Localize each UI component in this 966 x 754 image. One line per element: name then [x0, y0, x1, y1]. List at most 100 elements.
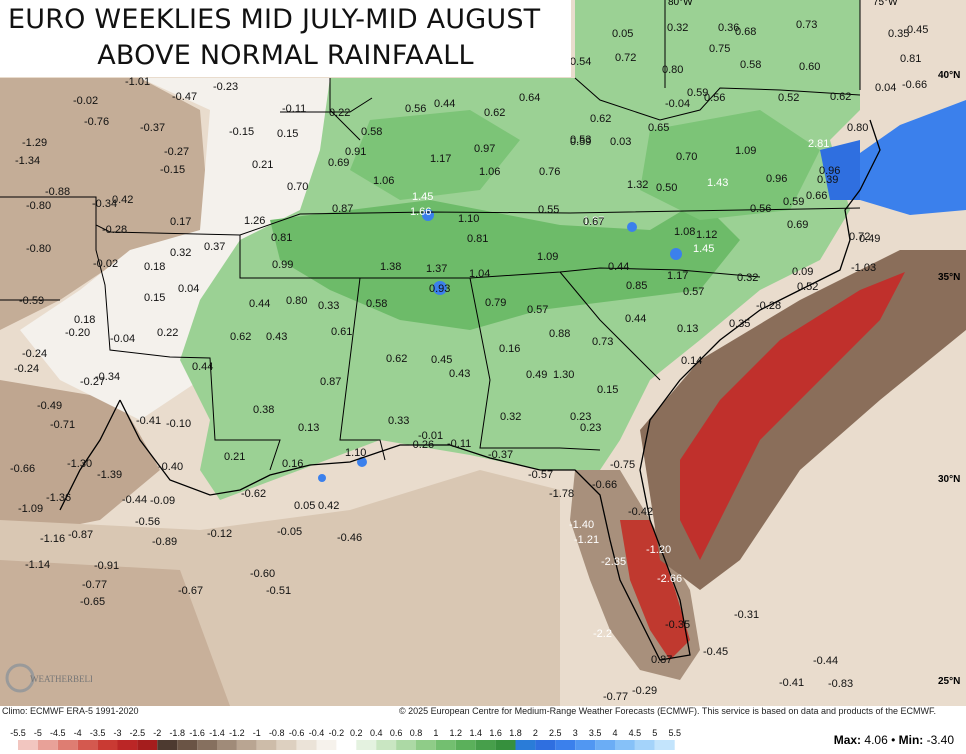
value-label: 0.45: [431, 354, 452, 366]
legend-tick-label: 0.6: [390, 728, 403, 738]
lat-label: 35°N: [938, 272, 960, 283]
value-label: 0.18: [144, 261, 165, 273]
legend-swatch: [634, 740, 655, 750]
value-label: -1.30: [67, 458, 92, 470]
value-label: -1.20: [646, 544, 671, 556]
value-label: -0.77: [82, 579, 107, 591]
value-label: 0.35: [729, 318, 750, 330]
value-label: 0.93: [429, 283, 450, 295]
legend-tick-label: 1.4: [469, 728, 482, 738]
value-label: -0.87: [68, 529, 93, 541]
value-label: 0.60: [799, 61, 820, 73]
legend-tick-label: -2.5: [130, 728, 146, 738]
value-label: 0.59: [687, 87, 708, 99]
value-label: 0.69: [328, 157, 349, 169]
latitude-labels: 40°N 35°N 30°N 25°N: [938, 70, 960, 687]
separator: •: [891, 733, 896, 747]
value-label: 2.81: [808, 138, 829, 150]
value-label: 0.23: [570, 411, 591, 423]
legend-tick-label: -2: [153, 728, 161, 738]
value-label: -1.16: [40, 533, 65, 545]
value-label: 0.32: [500, 411, 521, 423]
legend-tick-label: -0.8: [269, 728, 285, 738]
max-label: Max:: [833, 733, 862, 747]
legend-swatch: [37, 740, 58, 750]
value-label: -0.60: [250, 568, 275, 580]
value-label: 0.44: [192, 361, 213, 373]
value-label: -0.27: [80, 376, 105, 388]
value-label: 0.87: [651, 654, 672, 666]
value-label: 0.52: [778, 92, 799, 104]
value-label: 0.65: [648, 122, 669, 134]
legend-swatch: [455, 740, 476, 750]
value-label: -2.66: [657, 573, 682, 585]
atlantic-strong-dry-band: [680, 272, 905, 560]
value-label: -0.65: [80, 596, 105, 608]
value-label: -0.24: [14, 363, 39, 375]
weatherbell-logo: WEATHERBELL: [5, 663, 92, 693]
value-label: 0.44: [434, 98, 455, 110]
legend-swatch: [575, 740, 596, 750]
value-label: -0.29: [632, 685, 657, 697]
value-label: 1.09: [537, 251, 558, 263]
title-line-1: EURO WEEKLIES MID JULY-MID AUGUST: [8, 4, 541, 35]
value-label: 0.53: [570, 134, 591, 146]
value-label: -0.41: [136, 415, 161, 427]
value-label: -0.51: [266, 585, 291, 597]
coastline: [59, 119, 881, 661]
title-line-2: ABOVE NORMAL RAINFAALL: [97, 40, 474, 71]
value-label: 0.59: [783, 196, 804, 208]
legend-tick-label: -0.4: [309, 728, 325, 738]
value-label: -0.66: [902, 79, 927, 91]
legend-swatch: [475, 740, 496, 750]
legend-tick-label: 3: [573, 728, 578, 738]
value-label: 0.43: [266, 331, 287, 343]
value-label: -0.28: [102, 224, 127, 236]
value-label: 0.14: [681, 355, 702, 367]
wet-cell-ms: [357, 457, 367, 467]
value-label: -0.26: [409, 439, 434, 451]
value-label: -1.14: [25, 559, 50, 571]
value-label: -0.56: [135, 516, 160, 528]
value-label: 0.81: [271, 232, 292, 244]
value-label: 0.57: [683, 286, 704, 298]
value-label: -1.29: [22, 137, 47, 149]
legend-swatch: [356, 740, 377, 750]
value-label: 0.13: [298, 422, 319, 434]
value-label: -0.11: [282, 103, 306, 115]
value-label: -1.36: [46, 492, 71, 504]
value-label: -0.41: [779, 677, 804, 689]
value-label: 0.05: [294, 500, 315, 512]
value-label: 0.23: [580, 422, 601, 434]
value-label: 0.85: [626, 280, 647, 292]
value-label: 0.45: [907, 24, 928, 36]
value-label: 0.80: [662, 64, 683, 76]
value-label: -0.80: [26, 200, 51, 212]
value-label: -0.02: [73, 95, 98, 107]
value-label: -0.44: [813, 655, 838, 667]
legend-swatch: [177, 740, 198, 750]
value-label: 1.09: [735, 145, 756, 157]
value-label: -0.15: [229, 126, 254, 138]
legend-swatch: [316, 740, 337, 750]
value-label: -0.45: [703, 646, 728, 658]
value-label: -0.04: [110, 333, 135, 345]
wet-region-northeast: [640, 110, 820, 220]
value-label: 0.62: [590, 113, 611, 125]
value-label: 0.67: [583, 216, 604, 228]
legend-tick-label: 2.5: [549, 728, 562, 738]
legend-tick-label: 2: [533, 728, 538, 738]
value-label: 0.05: [612, 28, 633, 40]
legend-swatch: [18, 740, 38, 750]
value-label: 0.87: [332, 203, 353, 215]
legend-tick-label: 4: [612, 728, 617, 738]
legend-tick-label: -1.8: [169, 728, 185, 738]
value-label: 0.97: [474, 143, 495, 155]
wet-region-core-2: [350, 110, 520, 200]
value-label: -0.76: [84, 116, 109, 128]
value-label: 0.64: [519, 92, 540, 104]
value-label: -2.2: [593, 628, 612, 640]
dry-region-texas: [0, 380, 160, 540]
value-label: 0.72: [849, 231, 870, 243]
value-label: -0.04: [665, 98, 690, 110]
